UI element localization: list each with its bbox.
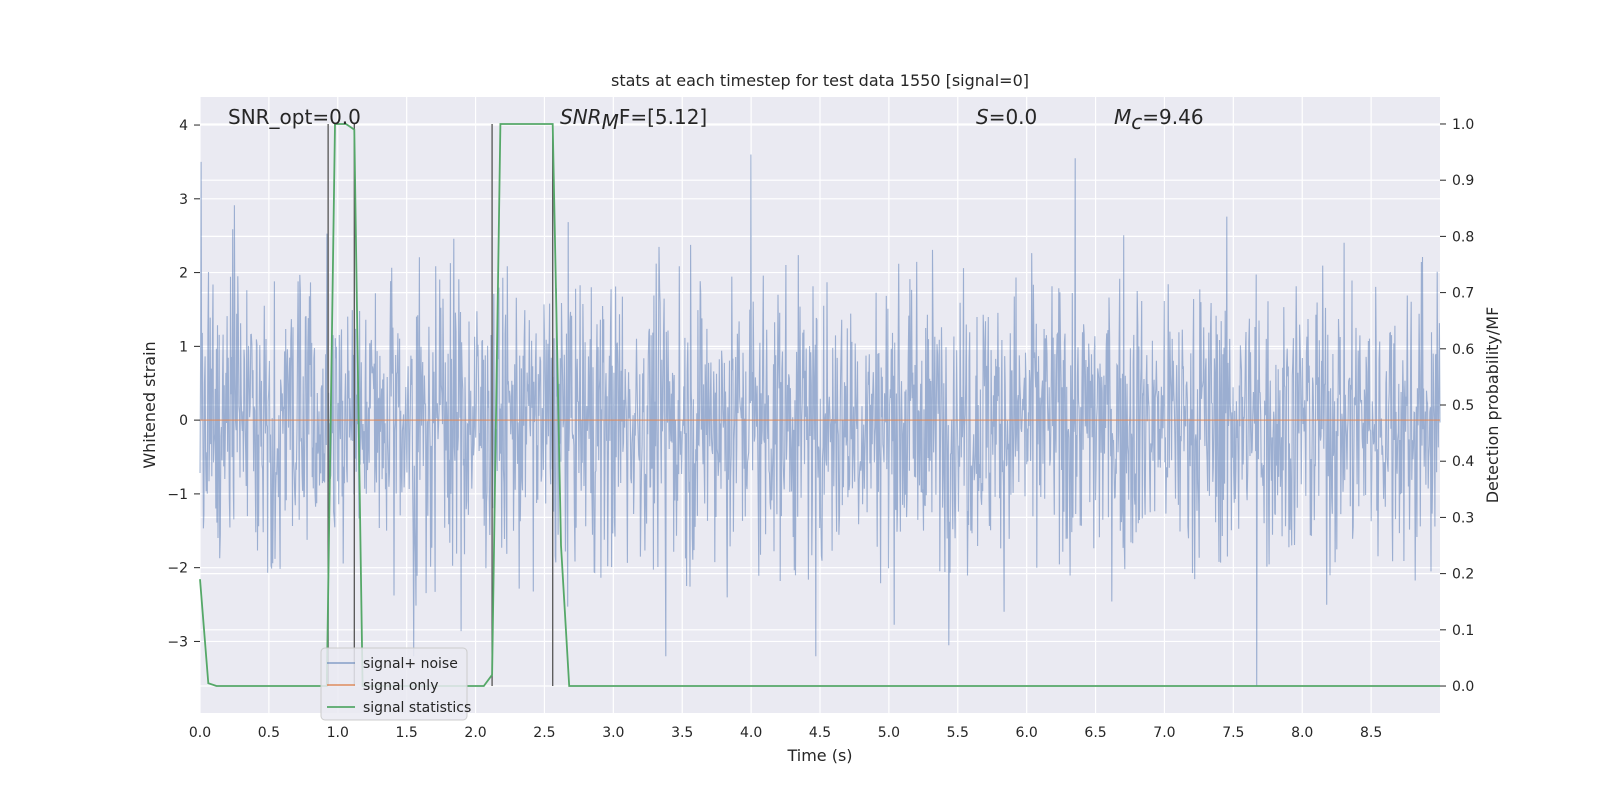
y-tick-label-right: 0.2: [1452, 567, 1474, 583]
y-tick-label-right: 0.6: [1452, 342, 1474, 358]
y-tick-label-left: 4: [179, 118, 188, 134]
legend-label: signal+ noise: [363, 656, 458, 672]
annotation-mc-sub: c: [1131, 110, 1142, 134]
y-tick-label-left: −3: [167, 634, 188, 650]
x-tick-label: 2.5: [533, 725, 555, 741]
x-tick-label: 2.0: [464, 725, 486, 741]
y-tick-label-right: 0.1: [1452, 623, 1474, 639]
x-tick-label: 8.5: [1360, 725, 1382, 741]
legend-label: signal only: [363, 678, 438, 694]
annotation-mc-main: M: [1114, 105, 1131, 129]
x-tick-label: 3.0: [602, 725, 624, 741]
legend-box: [320, 647, 468, 721]
x-tick-label: 1.0: [327, 725, 349, 741]
y-tick-label-left: 0: [179, 413, 188, 429]
x-tick-label: 6.0: [1016, 725, 1038, 741]
x-tick-label: 3.5: [671, 725, 693, 741]
series-signal-noise: [199, 154, 1441, 686]
annotation-s: S=0.0: [976, 105, 1037, 129]
y-tick-label-right: 0.5: [1452, 398, 1474, 414]
series-signal-noise-line: [199, 154, 1441, 686]
x-tick-label: 7.0: [1153, 725, 1175, 741]
x-tick-label: 4.5: [809, 725, 831, 741]
x-tick-label: 5.0: [878, 725, 900, 741]
annotation-mc-rest: =9.46: [1142, 105, 1203, 129]
y-tick-label-right: 0.0: [1452, 679, 1474, 695]
annotation-snr-mf: SNRMF=[5.12]: [560, 105, 707, 134]
annotation-s-rest: =0.0: [989, 105, 1038, 129]
y-tick-label-right: 0.7: [1452, 286, 1474, 302]
annotation-snr-opt: SNR_opt=0.0: [228, 105, 361, 129]
legend: signal+ noise signal only signal statistic…: [320, 647, 471, 721]
x-tick-label: 0.5: [258, 725, 280, 741]
ticks: 0.0 0.5 1.0 1.5 2.0 2.5 3.0 3.5 4.0 4.5 5.0 5.5 6.0 6…: [167, 117, 1474, 741]
y-axis-label-left: Whitened strain: [140, 341, 159, 468]
x-tick-label: 6.5: [1084, 725, 1106, 741]
y-tick-label-left: 2: [179, 266, 188, 282]
y-tick-label-right: 0.4: [1452, 454, 1474, 470]
x-axis-label: Time (s): [786, 746, 852, 765]
x-tick-label: 0.0: [189, 725, 211, 741]
annotation-snr-mf-main: SNR: [560, 105, 602, 129]
y-tick-label-left: 3: [179, 192, 188, 208]
x-tick-label: 1.5: [396, 725, 418, 741]
x-tick-label: 7.5: [1222, 725, 1244, 741]
y-tick-label-left: −2: [167, 561, 188, 577]
annotation-snr-mf-sub: M: [602, 110, 619, 134]
annotation-snr-mf-rest: F=[5.12]: [619, 105, 707, 129]
y-axis-label-right: Detection probability/MF: [1483, 307, 1502, 504]
annotation-s-main: S: [976, 105, 989, 129]
y-tick-label-left: 1: [179, 339, 188, 355]
y-tick-label-left: −1: [167, 487, 188, 503]
y-tick-label-right: 1.0: [1452, 117, 1474, 133]
chart-title: stats at each timestep for test data 155…: [611, 71, 1029, 90]
y-tick-label-right: 0.3: [1452, 510, 1474, 526]
y-tick-label-right: 0.9: [1452, 173, 1474, 189]
annotation-mc: Mc=9.46: [1114, 105, 1204, 134]
x-tick-label: 4.0: [740, 725, 762, 741]
legend-label: signal statistics: [363, 700, 471, 716]
y-tick-label-right: 0.8: [1452, 229, 1474, 245]
x-tick-label: 5.5: [947, 725, 969, 741]
x-tick-label: 8.0: [1291, 725, 1313, 741]
